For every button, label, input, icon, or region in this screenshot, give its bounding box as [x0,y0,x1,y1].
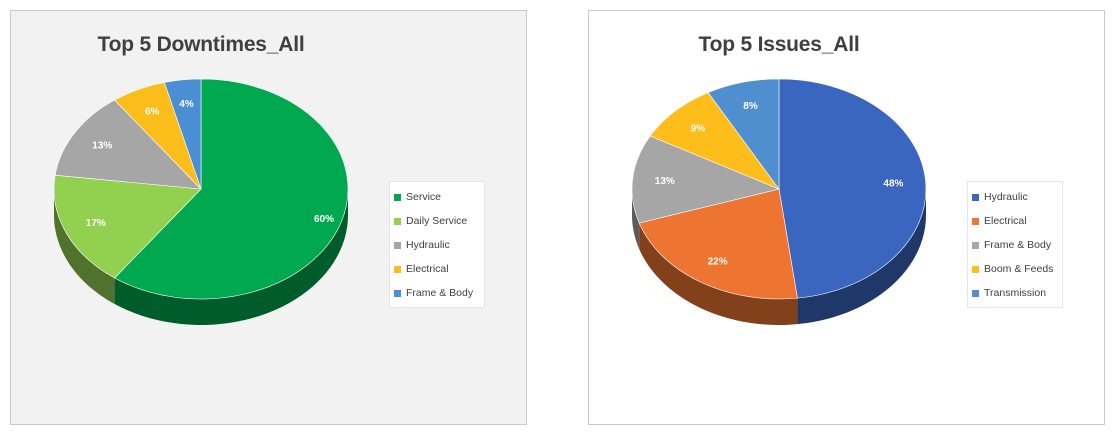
data-label-hydraulic: 48% [883,179,903,190]
chart-legend: Service Daily Service Hydraulic Electrical F… [389,181,485,308]
pie-slice-hydraulic [54,99,202,190]
legend-label: Hydraulic [406,239,450,251]
data-label-frame-body: 13% [655,176,675,187]
pie-slice-transmission [707,78,780,190]
legend-label: Electrical [984,215,1027,227]
legend-swatch [972,193,979,201]
legend-item-frame-body: Frame & Body [972,233,1058,257]
data-label-daily-service: 17% [86,218,106,229]
pie-top [53,78,349,300]
pie-slice-daily-service [53,174,202,279]
data-label-hydraulic: 13% [92,140,112,151]
data-label-transmission: 8% [743,101,758,112]
legend-swatch [394,193,401,201]
chart-legend: Hydraulic Electrical Frame & Body Boom & Fe… [967,181,1063,308]
legend-swatch [972,289,979,297]
data-label-boom-feeds: 9% [691,123,706,134]
legend-label: Frame & Body [406,287,474,299]
pie-slice-side-daily-service [54,189,115,304]
pie-side [632,189,926,325]
legend-item-transmission: Transmission [972,281,1058,305]
pie-slice-hydraulic [778,78,927,299]
legend-label: Electrical [406,263,449,275]
data-label-service: 60% [314,214,334,225]
legend-label: Frame & Body [984,239,1052,251]
data-label-frame-body: 4% [179,99,194,110]
pie-slice-side-hydraulic [797,189,926,325]
legend-item-boom-feeds: Boom & Feeds [972,257,1058,281]
pie-side [54,189,348,325]
chart-title: Top 5 Downtimes_All [97,33,305,56]
pie-slice-side-frame-body [632,189,640,249]
pie-slice-frame-body [164,78,202,190]
pie-slice-electrical [638,188,798,300]
legend-swatch [394,241,401,249]
legend-swatch [394,289,401,297]
data-label-electrical: 6% [145,106,160,117]
data-label-electrical: 22% [708,256,728,267]
legend-swatch [394,265,401,273]
legend-item-frame-body: Frame & Body [394,281,480,305]
pie-slice-boom-feeds [649,92,780,190]
legend-item-electrical: Electrical [394,257,480,281]
chart-panel-downtimes: Top 5 Downtimes_All 60% 17% 13% 6% 4% Servic… [10,10,527,425]
pie-slice-service [114,78,349,300]
chart-panel-issues: Top 5 Issues_All 48% 22% 13% 9% 8% Hydraulic… [588,10,1105,425]
pie-slice-frame-body [631,135,780,224]
legend-swatch [972,217,979,225]
pie-top [631,78,927,300]
legend-item-daily-service: Daily Service [394,209,480,233]
pie-chart: 60% 17% 13% 6% 4% [53,78,349,325]
legend-swatch [394,217,401,225]
legend-label: Service [406,191,442,203]
legend-item-electrical: Electrical [972,209,1058,233]
legend-swatch [972,265,979,273]
legend-item-hydraulic: Hydraulic [394,233,480,257]
legend-label: Daily Service [406,215,468,227]
pie-slice-side-service [114,189,348,325]
legend-label: Boom & Feeds [984,263,1054,275]
legend-item-hydraulic: Hydraulic [972,185,1058,209]
legend-swatch [972,241,979,249]
chart-title: Top 5 Issues_All [698,33,860,56]
legend-label: Transmission [984,287,1047,299]
pie-slice-side-electrical [639,222,798,325]
pie-chart: 48% 22% 13% 9% 8% [631,78,927,325]
legend-item-service: Service [394,185,480,209]
legend-label: Hydraulic [984,191,1028,203]
